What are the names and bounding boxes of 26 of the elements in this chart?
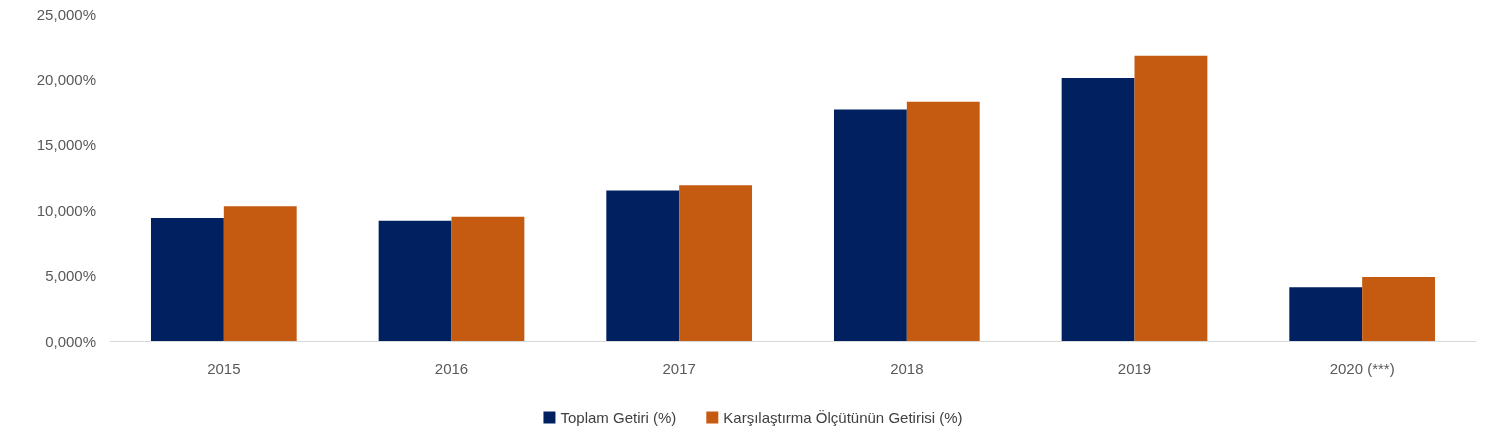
bar [833, 109, 907, 341]
x-tick-label: 2020 (***) [1329, 360, 1395, 377]
y-tick-label: 0,000% [45, 332, 96, 350]
x-tick-label: 2018 [890, 360, 924, 377]
x-tick-label: 2015 [207, 360, 241, 377]
bar [378, 220, 452, 341]
bar [150, 218, 224, 341]
bar [679, 185, 753, 341]
bar [906, 101, 980, 341]
y-tick-label: 20,000% [36, 70, 96, 88]
bar [1362, 276, 1436, 341]
legend-label: Toplam Getiri (%) [560, 409, 677, 426]
bar [451, 216, 525, 341]
x-tick-label: 2019 [1117, 360, 1152, 377]
bar [1289, 287, 1363, 341]
bar [1061, 78, 1135, 341]
bar [606, 190, 680, 341]
y-tick-label: 25,000% [36, 5, 96, 23]
y-tick-label: 5,000% [45, 267, 96, 285]
x-tick-label: 2016 [434, 360, 469, 377]
y-tick-label: 10,000% [36, 201, 96, 219]
x-tick-label: 2017 [662, 360, 696, 377]
bar [1134, 55, 1208, 341]
y-tick-label: 15,000% [36, 136, 96, 154]
legend-label: Karşılaştırma Ölçütünün Getirisi (%) [723, 409, 963, 426]
bar [223, 206, 297, 341]
